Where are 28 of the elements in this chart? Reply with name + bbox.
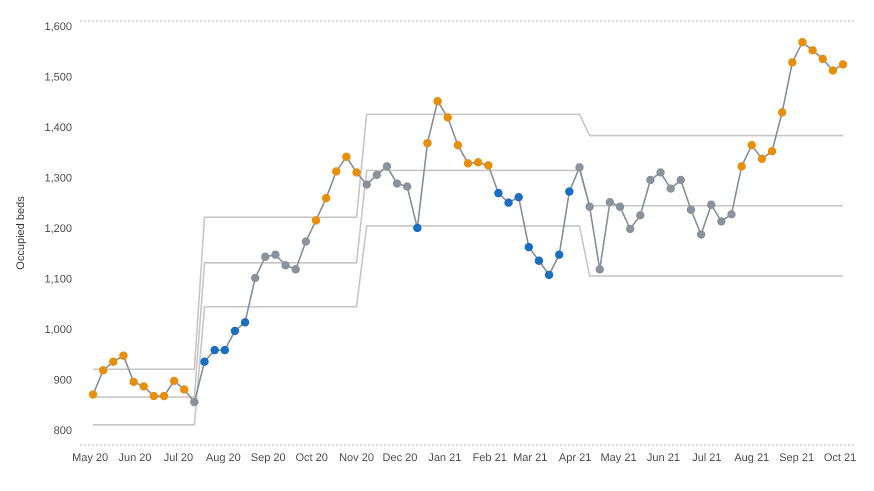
x-tick-label: Oct 20 [295, 452, 328, 464]
y-tick-label: 1,200 [44, 222, 72, 235]
x-tick-label: Feb 21 [472, 452, 507, 464]
x-tick-label: Jun 21 [646, 452, 680, 464]
x-tick-label: Mar 21 [513, 452, 548, 464]
x-tick-label: Apr 21 [558, 452, 592, 464]
y-axis-title: Occupied beds [14, 196, 27, 270]
y-tick-label: 1,100 [44, 273, 72, 286]
x-tick-label: Nov 20 [339, 452, 374, 464]
x-tick-label: Jul 21 [692, 452, 722, 464]
x-tick-label: Jul 20 [164, 452, 194, 464]
y-tick-label: 900 [54, 374, 72, 386]
y-tick-label: 1,400 [44, 122, 72, 134]
x-tick-label: Jun 20 [118, 452, 152, 464]
x-tick-label: May 21 [600, 452, 637, 464]
x-tick-label: Dec 20 [382, 452, 418, 464]
y-tick-label: 1,000 [44, 324, 72, 336]
x-tick-label: Sep 20 [250, 452, 286, 464]
y-tick-label: 1,600 [44, 20, 72, 33]
y-tick-label: 1,500 [44, 71, 72, 84]
y-tick-label: 800 [54, 424, 72, 437]
x-tick-label: Jan 21 [428, 452, 462, 464]
x-tick-label: Sep 21 [779, 452, 814, 464]
x-tick-label: Aug 20 [206, 452, 241, 464]
x-tick-label: May 20 [72, 452, 108, 464]
x-tick-label: Oct 21 [824, 452, 856, 464]
x-tick-label: Aug 21 [734, 452, 770, 464]
y-tick-label: 1,300 [44, 172, 72, 184]
